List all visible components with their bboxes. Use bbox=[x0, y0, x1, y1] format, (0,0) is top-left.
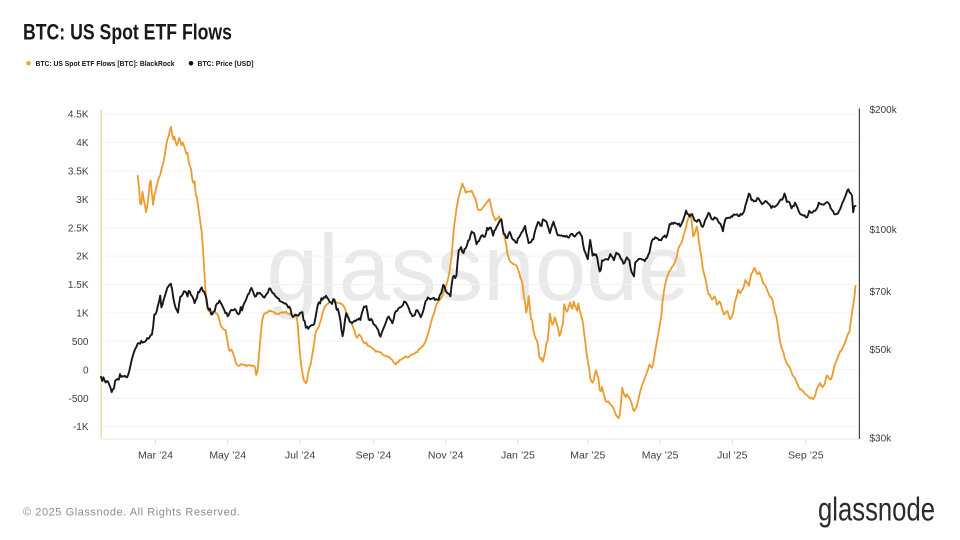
svg-text:Jul ’25: Jul ’25 bbox=[717, 450, 748, 462]
svg-text:$200k: $200k bbox=[870, 105, 898, 116]
svg-text:Sep ’25: Sep ’25 bbox=[788, 450, 824, 462]
svg-text:Nov ’24: Nov ’24 bbox=[428, 450, 464, 462]
svg-text:Sep ’24: Sep ’24 bbox=[356, 450, 392, 462]
svg-text:glassnode: glassnode bbox=[818, 492, 935, 529]
svg-text:BTC: Price [USD]: BTC: Price [USD] bbox=[198, 59, 254, 68]
svg-text:500: 500 bbox=[72, 337, 89, 348]
svg-text:May ’24: May ’24 bbox=[209, 450, 246, 462]
svg-text:Jan ’25: Jan ’25 bbox=[501, 450, 535, 462]
svg-text:1K: 1K bbox=[76, 309, 89, 320]
svg-text:$100k: $100k bbox=[870, 225, 898, 236]
svg-text:© 2025 Glassnode. All Rights R: © 2025 Glassnode. All Rights Reserved. bbox=[23, 507, 240, 519]
svg-text:1.5K: 1.5K bbox=[68, 280, 89, 291]
svg-text:-1K: -1K bbox=[73, 422, 89, 433]
svg-text:2.5K: 2.5K bbox=[68, 223, 89, 234]
svg-text:$50k: $50k bbox=[870, 345, 893, 356]
svg-text:BTC: US Spot ETF Flows: BTC: US Spot ETF Flows bbox=[23, 20, 232, 45]
svg-text:4K: 4K bbox=[76, 138, 89, 149]
svg-text:4.5K: 4.5K bbox=[68, 110, 89, 121]
svg-text:May ’25: May ’25 bbox=[642, 450, 679, 462]
svg-text:-500: -500 bbox=[68, 394, 88, 405]
svg-text:$30k: $30k bbox=[870, 434, 893, 445]
svg-text:Mar ’25: Mar ’25 bbox=[570, 450, 605, 462]
svg-text:3.5K: 3.5K bbox=[68, 167, 89, 178]
svg-text:Jul ’24: Jul ’24 bbox=[285, 450, 316, 462]
svg-text:Mar ’24: Mar ’24 bbox=[138, 450, 173, 462]
svg-text:glassnode: glassnode bbox=[267, 215, 690, 320]
svg-text:BTC: US Spot ETF Flows [BTC]:: BTC: US Spot ETF Flows [BTC]: BlackRock bbox=[36, 59, 176, 68]
svg-text:0: 0 bbox=[83, 365, 89, 376]
svg-text:2K: 2K bbox=[76, 252, 89, 263]
svg-text:3K: 3K bbox=[76, 195, 89, 206]
svg-text:$70k: $70k bbox=[870, 287, 893, 298]
